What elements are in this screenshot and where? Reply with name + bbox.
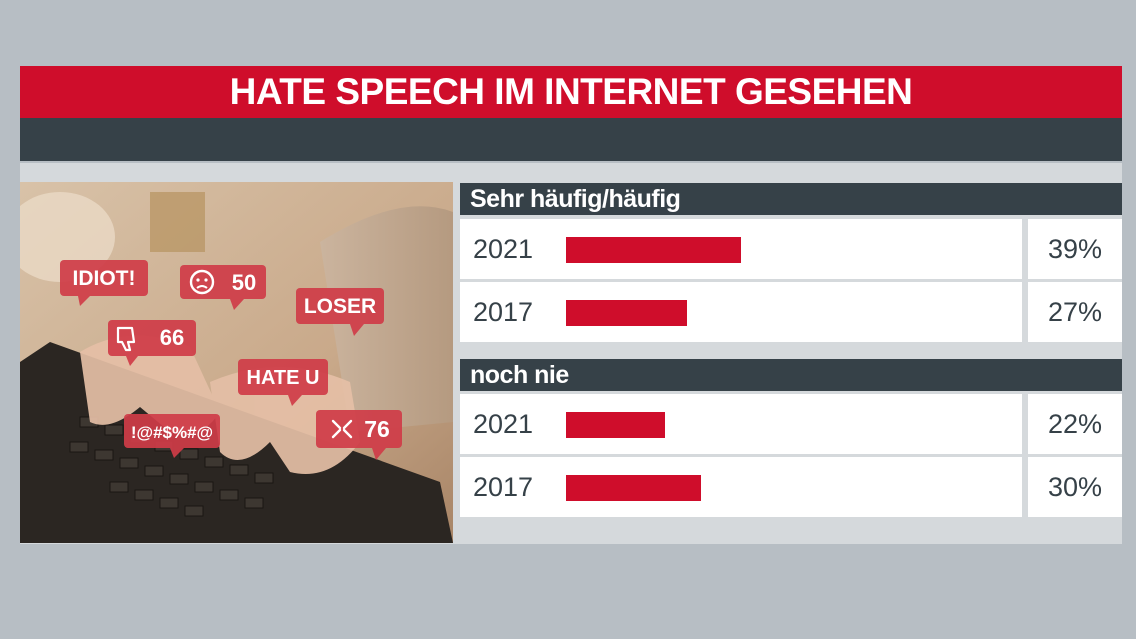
bar-row: 2017 30% <box>460 457 1122 517</box>
bubble-symbols: !@#$%#@ <box>124 414 220 458</box>
plant-pot <box>150 192 205 252</box>
burst-icon <box>331 419 353 439</box>
angry-face-icon <box>189 269 215 295</box>
value-label: 27% <box>1047 297 1103 327</box>
bubble-hate-u-text: HATE U <box>247 367 320 389</box>
bar-row: 2021 22% <box>460 394 1122 454</box>
bubble-angry-count: 50 <box>232 270 256 295</box>
value-label: 39% <box>1047 234 1103 264</box>
year-label: 2021 <box>473 234 534 264</box>
group-header-haeufig: Sehr häufig/häufig <box>460 183 1122 215</box>
value-label: 22% <box>1047 409 1103 439</box>
bar-row: 2021 39% <box>460 219 1122 279</box>
bar-haeufig-2021 <box>566 237 741 263</box>
bubble-angry: 50 <box>180 265 266 310</box>
bubble-x: 76 <box>316 410 402 460</box>
keyboard-keys <box>69 416 274 517</box>
chart-title: HATE SPEECH IM INTERNET GESEHEN <box>20 66 1122 118</box>
bubble-loser-text: LOSER <box>304 295 376 318</box>
cup-shape <box>20 192 115 282</box>
bubble-symbols-text: !@#$%#@ <box>131 423 213 442</box>
year-label: 2017 <box>473 297 534 327</box>
sleeve-shape <box>320 206 453 432</box>
bar-noch-nie-2021 <box>566 412 665 438</box>
bubble-idiot-text: IDIOT! <box>73 267 136 290</box>
bubble-loser: LOSER <box>296 288 384 336</box>
thumbs-down-icon <box>116 326 136 352</box>
bubble-thumbs: 66 <box>108 320 196 366</box>
bar-row: 2017 27% <box>460 282 1122 342</box>
year-label: 2017 <box>473 472 534 502</box>
bubble-hate-u: HATE U <box>238 359 328 406</box>
bubble-idiot: IDIOT! <box>60 260 148 306</box>
group-header-noch-nie: noch nie <box>460 359 1122 391</box>
bar-noch-nie-2017 <box>566 475 701 501</box>
value-label: 30% <box>1047 472 1103 502</box>
hate-speech-photo: IDIOT! 50 LOSER 66 HATE U <box>20 182 453 543</box>
bar-haeufig-2017 <box>566 300 687 326</box>
year-label: 2021 <box>473 409 534 439</box>
bubble-x-count: 76 <box>364 416 390 442</box>
bubble-thumbs-count: 66 <box>160 325 184 350</box>
subtitle-bar <box>20 118 1122 161</box>
